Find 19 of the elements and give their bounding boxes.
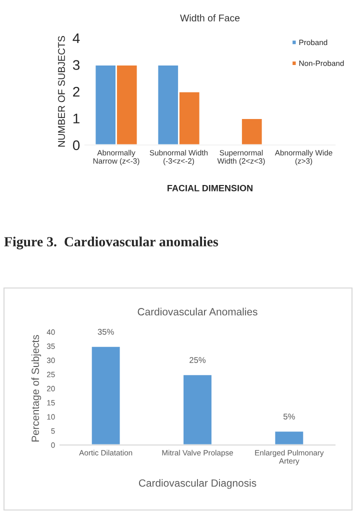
y-tick-label: 1 xyxy=(73,114,80,124)
caption: Figure 3. Cardiovascular anomalies xyxy=(4,236,218,250)
y-axis-title: NUMBER OF SUBJECTS xyxy=(58,36,65,147)
bar xyxy=(90,345,122,445)
x-axis-title: Cardiovascular Diagnosis xyxy=(138,479,256,489)
data-label: 5% xyxy=(283,414,295,420)
bar xyxy=(240,118,264,145)
bar xyxy=(274,430,305,445)
y-tick-label: 2 xyxy=(73,86,80,97)
data-label: 35% xyxy=(98,328,114,335)
chart-title: Width of Face xyxy=(180,14,240,22)
y-tick-label: 4 xyxy=(72,33,80,44)
y-tick-label: 3 xyxy=(72,60,80,70)
x-axis-title: FACIAL DIMENSION xyxy=(168,184,252,192)
y-axis-title: Percentage of Subjects xyxy=(31,335,42,442)
bar xyxy=(182,374,213,445)
y-tick-label: 0 xyxy=(72,140,80,150)
data-label: 25% xyxy=(190,357,206,364)
chart-title: Cardiovascular Anomalies xyxy=(138,308,258,316)
